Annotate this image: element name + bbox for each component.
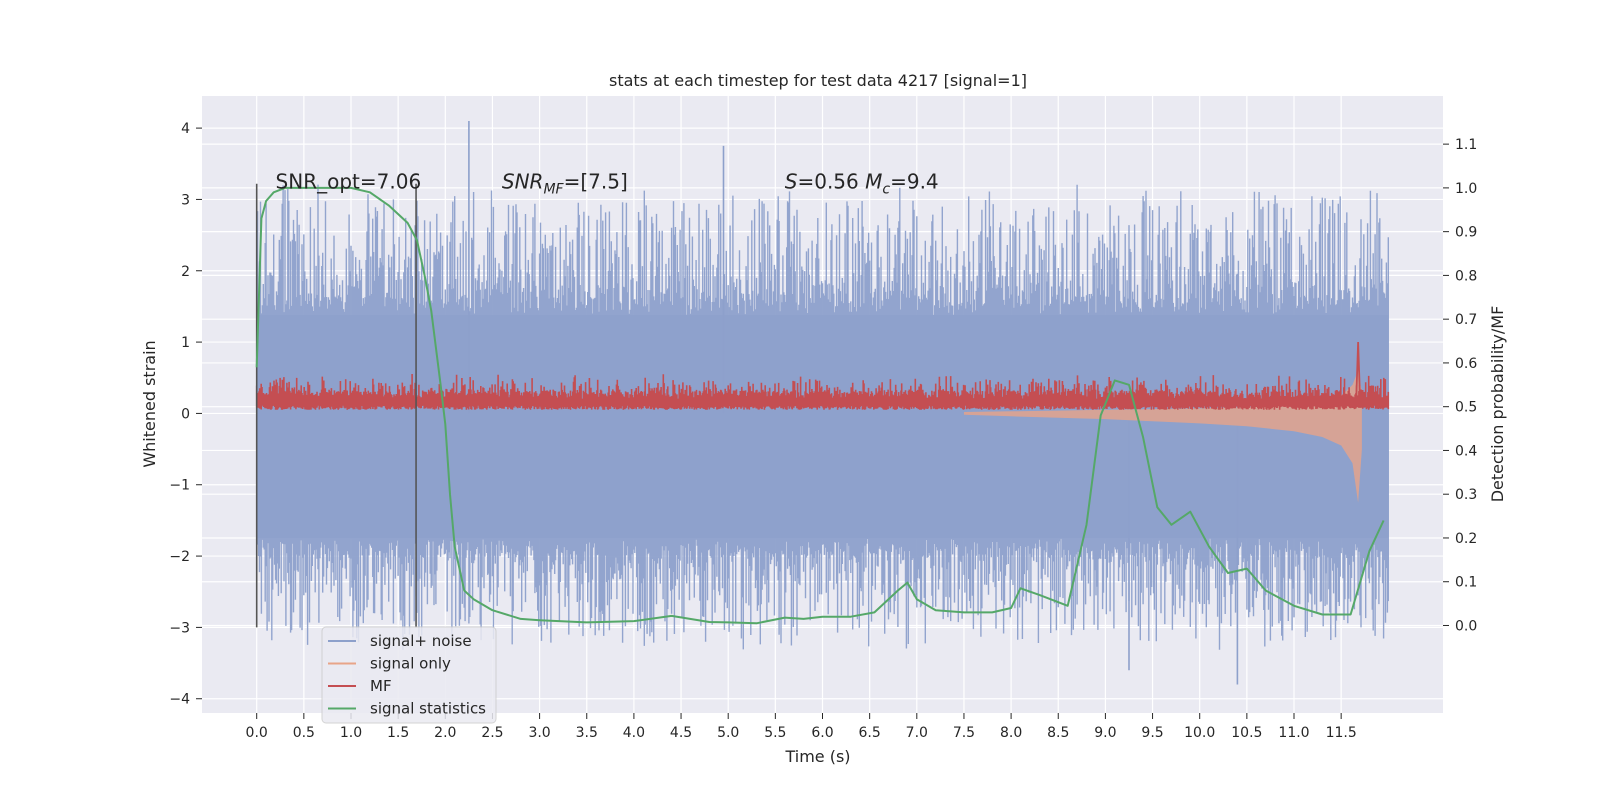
annotation-snr-mf: SNRMF=[7.5] bbox=[502, 170, 628, 198]
annotation-mc-symbol: M bbox=[865, 170, 882, 194]
y-tick-label-right: 0.3 bbox=[1455, 487, 1477, 503]
y-tick-label-right: 0.6 bbox=[1455, 356, 1477, 372]
y-tick-label-right: 0.2 bbox=[1455, 531, 1477, 547]
x-tick-label: 10.5 bbox=[1231, 725, 1262, 741]
y-tick-label-right: 0.9 bbox=[1455, 225, 1477, 241]
y-tick-label-right: 0.0 bbox=[1455, 618, 1477, 634]
x-tick-label: 5.5 bbox=[764, 725, 786, 741]
x-tick-label: 8.5 bbox=[1047, 725, 1069, 741]
annotation-mc-subscript: c bbox=[882, 182, 890, 198]
x-tick-label: 7.0 bbox=[906, 725, 928, 741]
legend: signal+ noise signal only MF signal statist… bbox=[321, 626, 497, 724]
x-axis-label: Time (s) bbox=[784, 747, 850, 766]
x-tick-label: 2.0 bbox=[434, 725, 456, 741]
annotation-mc-value: =9.4 bbox=[890, 170, 939, 194]
legend-label: signal statistics bbox=[370, 700, 486, 718]
chart-title: stats at each timestep for test data 421… bbox=[609, 71, 1027, 90]
x-tick-label: 11.0 bbox=[1278, 725, 1309, 741]
noise-extreme-spikes bbox=[468, 121, 1239, 685]
y-tick-label-left: −3 bbox=[169, 620, 190, 636]
legend-label: signal only bbox=[370, 655, 451, 673]
y-tick-label-right: 0.5 bbox=[1455, 400, 1477, 416]
y-axis-label-right: Detection probability/MF bbox=[1488, 306, 1507, 503]
y-tick-label-right: 0.1 bbox=[1455, 575, 1477, 591]
legend-label: MF bbox=[370, 677, 392, 695]
annotation-s-mc: S=0.56 Mc=9.4 bbox=[785, 170, 939, 198]
annotation-s-symbol: S bbox=[785, 170, 798, 194]
x-tick-label: 2.5 bbox=[481, 725, 503, 741]
signal-statistics-series bbox=[255, 186, 1385, 625]
y-tick-label-left: 2 bbox=[181, 264, 190, 280]
y-tick-label-left: 0 bbox=[181, 406, 190, 422]
x-tick-label: 7.5 bbox=[953, 725, 975, 741]
x-tick-label: 8.0 bbox=[1000, 725, 1022, 741]
x-tick-label: 10.0 bbox=[1184, 725, 1215, 741]
signal-statistics-line bbox=[255, 186, 1385, 625]
x-tick-label: 9.0 bbox=[1094, 725, 1116, 741]
y-tick-label-right: 0.7 bbox=[1455, 312, 1477, 328]
y-axis-label-left: Whitened strain bbox=[140, 340, 159, 467]
y-tick-label-left: −4 bbox=[169, 692, 190, 708]
vertical-markers bbox=[255, 183, 417, 628]
x-tick-label: 1.5 bbox=[387, 725, 409, 741]
x-tick-label: 4.5 bbox=[670, 725, 692, 741]
y-tick-label-left: 3 bbox=[181, 192, 190, 208]
x-tick-label: 5.0 bbox=[717, 725, 739, 741]
mf-peak bbox=[1355, 342, 1361, 400]
y-tick-label-right: 0.4 bbox=[1455, 443, 1477, 459]
x-tick-label: 3.5 bbox=[576, 725, 598, 741]
y-tick-label-right: 1.1 bbox=[1455, 137, 1477, 153]
y-tick-label-left: −2 bbox=[169, 549, 190, 565]
x-tick-label: 9.5 bbox=[1141, 725, 1163, 741]
legend-label: signal+ noise bbox=[370, 632, 472, 650]
annotation-snr-mf-value: =[7.5] bbox=[564, 170, 628, 194]
annotation-snr-mf-base: SNR bbox=[502, 170, 544, 194]
y-tick-label-left: 1 bbox=[181, 335, 190, 351]
annotation-snr-opt: SNR_opt=7.06 bbox=[276, 170, 422, 194]
x-tick-label: 3.0 bbox=[528, 725, 550, 741]
x-tick-label: 0.5 bbox=[293, 725, 315, 741]
x-tick-label: 6.5 bbox=[859, 725, 881, 741]
annotations: SNR_opt=7.06 SNRMF=[7.5] S=0.56 Mc=9.4 bbox=[276, 170, 939, 198]
axes: 0.0 0.5 1.0 1.5 2.0 2.5 3.0 3.5 4.0 4.5 5.0 5.5 6.0 6… bbox=[169, 121, 1477, 741]
annotation-s-value: =0.56 bbox=[797, 170, 865, 194]
x-tick-label: 1.0 bbox=[340, 725, 362, 741]
y-tick-label-left: 4 bbox=[181, 121, 190, 137]
x-tick-label: 11.5 bbox=[1326, 725, 1357, 741]
x-tick-label: 6.0 bbox=[811, 725, 833, 741]
y-tick-label-right: 1.0 bbox=[1455, 181, 1477, 197]
y-tick-label-left: −1 bbox=[169, 478, 190, 494]
legend-box bbox=[321, 626, 497, 724]
x-tick-label: 4.0 bbox=[623, 725, 645, 741]
annotation-snr-mf-subscript: MF bbox=[543, 182, 564, 198]
x-tick-label: 0.0 bbox=[246, 725, 268, 741]
y-tick-label-right: 0.8 bbox=[1455, 268, 1477, 284]
